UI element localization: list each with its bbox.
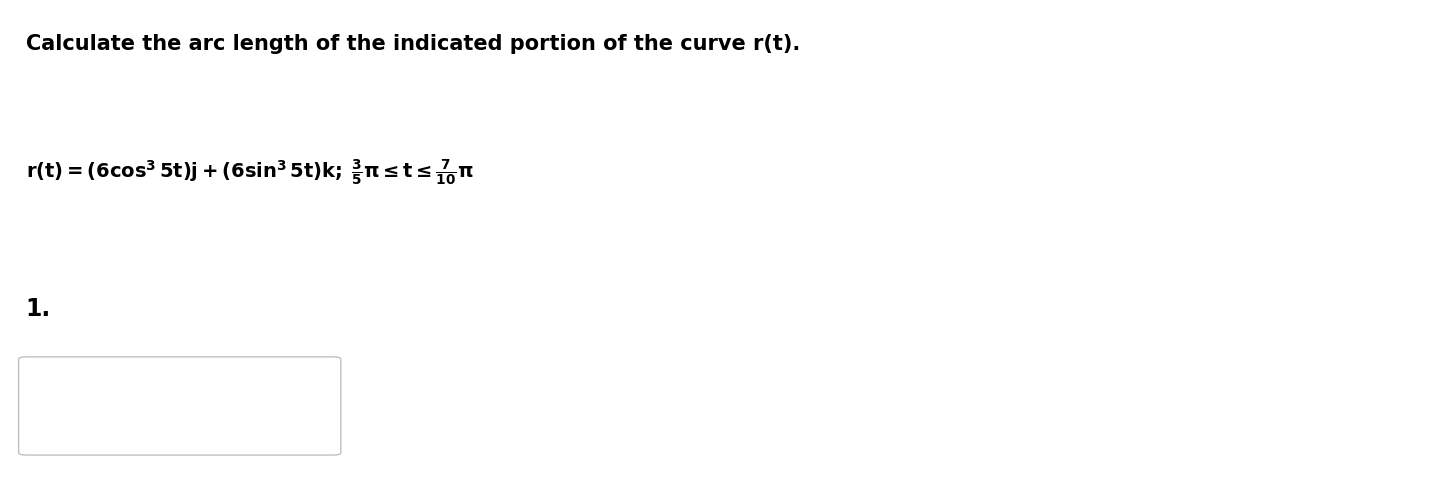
Text: $\mathbf{r(t) = (6cos^3\,5t)j + (6sin^3\,5t)k;\;\frac{3}{5}\pi \leq t \leq \frac: $\mathbf{r(t) = (6cos^3\,5t)j + (6sin^3\… bbox=[26, 158, 474, 188]
Text: Calculate the arc length of the indicated portion of the curve r(t).: Calculate the arc length of the indicate… bbox=[26, 34, 800, 54]
Text: 1.: 1. bbox=[26, 297, 52, 321]
FancyBboxPatch shape bbox=[19, 357, 341, 455]
